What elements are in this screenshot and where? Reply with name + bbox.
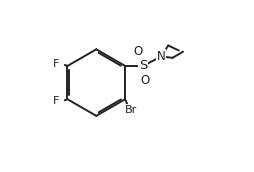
Text: O: O bbox=[134, 45, 143, 58]
Text: O: O bbox=[140, 74, 149, 87]
Text: F: F bbox=[53, 59, 59, 69]
Text: Br: Br bbox=[124, 105, 137, 115]
Text: S: S bbox=[139, 60, 147, 72]
Text: F: F bbox=[53, 96, 59, 106]
Text: N: N bbox=[156, 50, 165, 63]
